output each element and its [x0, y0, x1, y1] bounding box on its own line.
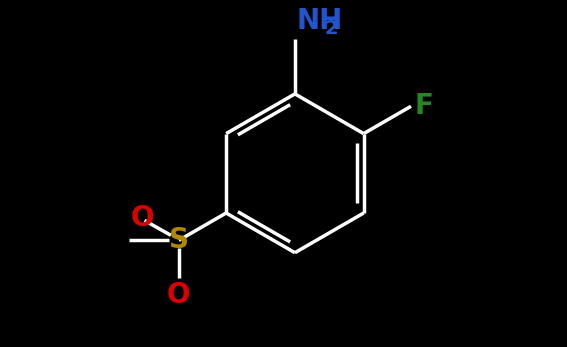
- Text: 2: 2: [325, 19, 338, 38]
- Text: S: S: [169, 226, 189, 254]
- Text: F: F: [415, 92, 434, 120]
- Text: NH: NH: [297, 7, 343, 35]
- Text: O: O: [131, 204, 154, 232]
- Text: O: O: [167, 281, 191, 309]
